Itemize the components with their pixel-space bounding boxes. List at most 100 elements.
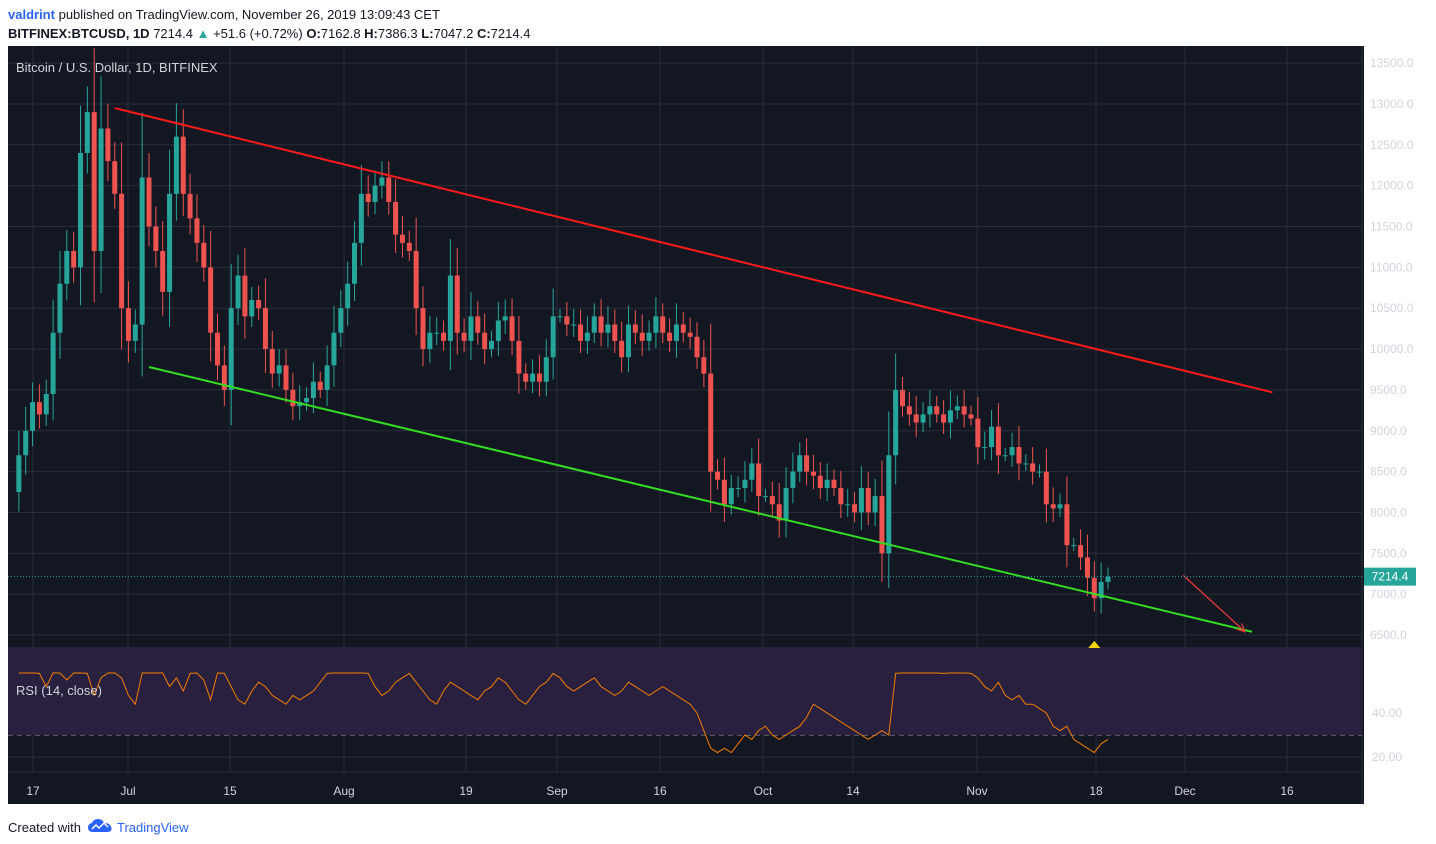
candle-body [804,455,810,472]
candle-body [831,479,837,488]
candle-body [112,161,118,194]
candle-body [557,316,563,318]
candle-body [1002,455,1008,457]
candle-body [352,242,357,284]
time-tick-label: Aug [333,784,354,798]
low-value: 7047.2 [433,26,474,41]
candle-body [16,455,22,493]
rsi-line [18,672,1109,754]
time-tick-label: Dec [1174,784,1195,798]
candle-body [845,504,851,506]
time-tick-label: 15 [223,784,237,798]
candle-body [269,349,275,374]
candle-body [221,365,227,390]
candle-body [228,308,234,390]
candle-body [886,455,892,554]
candle-body [509,316,515,341]
candle-body [358,193,364,243]
candle-body [399,234,405,243]
candle-body [578,324,584,341]
candle-body [317,381,323,390]
candle-body [372,185,378,202]
rsi-band [8,647,1362,735]
candle-body [584,332,590,341]
candle-body [427,332,433,350]
candle-body [735,487,741,489]
candle-body [749,463,755,480]
candle-body [872,496,878,513]
change-arrow-icon: ▲ [196,26,210,41]
candle-body [667,332,673,341]
candle-body [167,193,173,292]
candle-body [728,487,734,505]
resistance-trendline[interactable] [114,107,1273,394]
candle-body [598,316,604,333]
candle-body [105,128,111,162]
support-trendline[interactable] [148,366,1253,633]
candle-body [393,201,399,235]
candle-body [1071,545,1077,547]
open-value: 7162.8 [320,26,361,41]
candle-body [64,251,70,284]
candle-body [913,414,919,423]
candle-body [331,332,337,366]
time-tick-label: Sep [546,784,568,798]
candle-body [619,340,625,358]
ohlc-line: BITFINEX:BTCUSD, 1D 7214.4 ▲ +51.6 (+0.7… [8,26,530,41]
rsi-axis[interactable]: 40.00 20.00 [1372,706,1402,764]
arrow-head [1236,623,1247,633]
time-tick-label: Oct [754,784,773,798]
candle-body [187,193,193,219]
candle-body [893,389,899,456]
candle-body [461,332,467,341]
candlestick-series [16,47,1111,614]
candle-body [536,373,542,382]
candle-body [947,410,953,423]
candle-body [242,275,248,317]
candle-body [1078,545,1084,558]
candle-body [564,316,570,325]
candle-body [495,320,501,341]
candle-body [646,332,652,341]
price-tick-label: 13500.0 [1370,56,1414,70]
candle-body [406,242,412,252]
time-tick-label: Nov [966,784,987,798]
candle-body [543,357,549,382]
candle-body [256,300,262,309]
candle-body [523,373,529,382]
candle-body [941,414,947,423]
candle-body [324,365,330,390]
candle-body [489,340,494,350]
time-axis[interactable]: 17 Jul 15 Aug 19 Sep 16 Oct 14 Nov 18 Dec 16 [8,771,1362,798]
candle-body [756,463,762,497]
price-tick-label: 11500.0 [1370,220,1413,234]
price-chart[interactable]: 13500.0 13000.0 12500.0 12000.0 11500.0 11000… [0,46,1436,804]
publish-line: valdrint published on TradingView.com, N… [8,7,440,22]
candle-body [605,324,611,333]
candle-body [1084,557,1090,578]
tradingview-link[interactable]: TradingView [116,820,189,835]
candle-body [441,332,447,341]
price-tick-label: 12000.0 [1370,179,1414,193]
candle-body [660,316,666,333]
candle-body [283,365,289,390]
candle-body [516,340,522,374]
candle-body [160,251,166,292]
price-tick-label: 6500.0 [1370,628,1407,642]
candle-body [721,479,727,505]
time-tick-label: 17 [26,784,40,798]
candle-body [132,324,138,341]
candle-body [235,275,241,309]
candle-body [626,324,631,358]
author-link[interactable]: valdrint [8,7,55,22]
candle-body [530,373,536,382]
candle-body [920,414,926,423]
price-tick-label: 9500.0 [1370,383,1407,397]
price-axis[interactable]: 13500.0 13000.0 12500.0 12000.0 11500.0 11000… [1370,56,1414,642]
candle-body [420,308,426,350]
candle-body [1050,504,1056,509]
candle-body [934,406,940,415]
candle-body [447,275,453,341]
tradingview-cloud-icon [87,818,113,837]
candle-body [1091,577,1097,599]
